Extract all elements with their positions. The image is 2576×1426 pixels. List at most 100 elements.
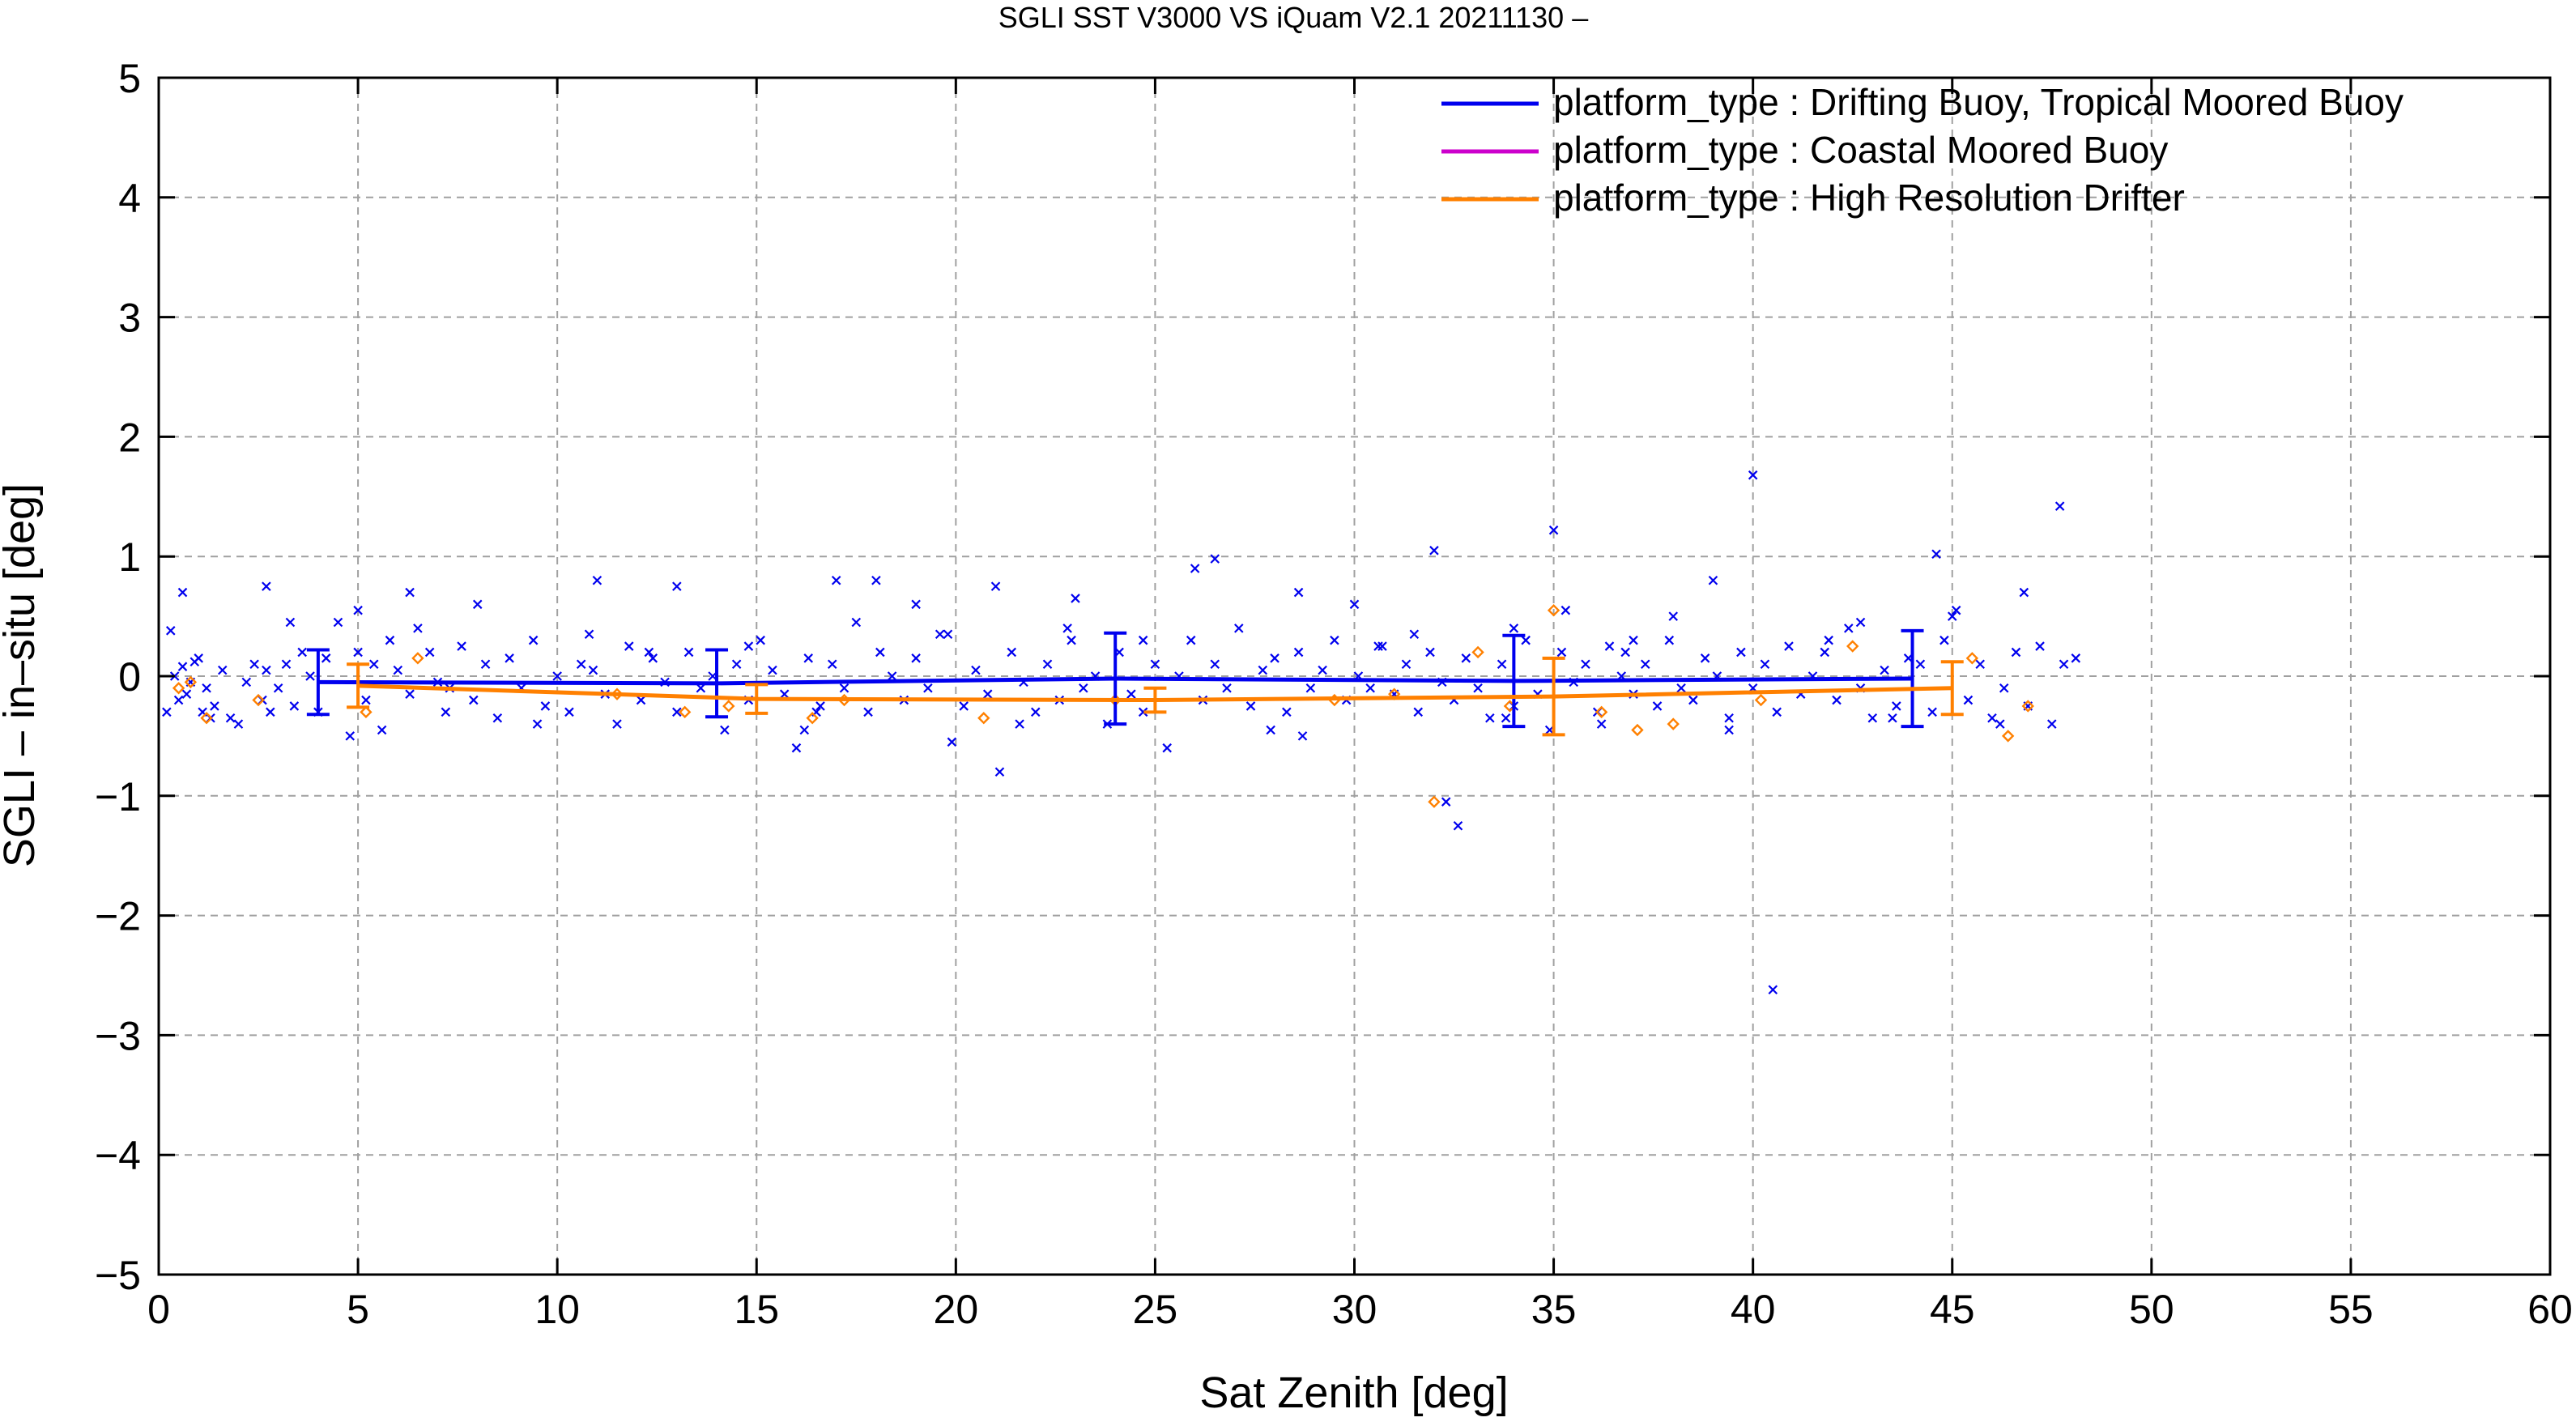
data-point xyxy=(1708,575,1718,585)
legend: platform_type : Drifting Buoy, Tropical … xyxy=(1441,81,2404,219)
data-point xyxy=(424,647,435,658)
data-point xyxy=(971,665,981,675)
data-point xyxy=(1186,635,1196,645)
data-point xyxy=(863,707,873,717)
data-point xyxy=(480,659,491,669)
data-point xyxy=(1015,719,1024,729)
data-point xyxy=(1297,731,1308,741)
data-point xyxy=(1401,659,1411,669)
data-point xyxy=(552,671,562,681)
y-tick-label: 3 xyxy=(118,296,141,341)
data-point xyxy=(1509,624,1519,633)
data-point xyxy=(1330,635,1339,645)
data-point xyxy=(1210,554,1220,564)
data-point xyxy=(1951,605,1961,615)
data-point xyxy=(1521,635,1531,645)
y-axis-label: SGLI – in–situ [deg] xyxy=(0,483,44,867)
data-point xyxy=(181,689,192,699)
x-tick-label: 0 xyxy=(147,1287,170,1332)
data-point xyxy=(1210,659,1220,669)
data-point xyxy=(472,599,483,610)
data-point xyxy=(1855,617,1866,628)
data-point xyxy=(683,647,694,658)
data-point xyxy=(1222,683,1232,693)
data-point xyxy=(1413,707,1424,717)
y-tick-label: −5 xyxy=(95,1253,141,1298)
data-point xyxy=(1824,635,1833,645)
data-point xyxy=(636,695,646,705)
data-point xyxy=(1126,689,1136,699)
data-point xyxy=(1760,659,1770,669)
data-point xyxy=(393,665,403,675)
data-point xyxy=(1620,647,1630,658)
data-point xyxy=(1150,659,1160,669)
data-point xyxy=(644,647,654,658)
data-point xyxy=(1556,647,1567,658)
data-point xyxy=(1915,659,1926,669)
data-point xyxy=(361,695,371,705)
data-point xyxy=(210,701,219,711)
data-point xyxy=(1844,624,1854,633)
x-tick-label: 45 xyxy=(1930,1287,1975,1332)
data-point xyxy=(377,725,387,735)
data-point xyxy=(2021,700,2034,713)
data-point xyxy=(1641,659,1650,669)
data-point xyxy=(672,707,682,717)
data-point xyxy=(1270,653,1279,663)
data-point xyxy=(1305,683,1316,693)
data-point xyxy=(1042,659,1053,669)
data-point xyxy=(1245,701,1256,711)
data-point xyxy=(564,707,574,717)
legend-label-drifting: platform_type : Drifting Buoy, Tropical … xyxy=(1553,81,2404,123)
data-point xyxy=(177,587,188,598)
y-tick-label: 0 xyxy=(118,654,141,700)
x-tick-label: 10 xyxy=(534,1287,580,1332)
data-point xyxy=(1629,635,1638,645)
data-point xyxy=(360,705,373,719)
data-point xyxy=(225,713,236,723)
data-point xyxy=(1067,635,1076,645)
data-point xyxy=(1880,665,1889,675)
error-bar xyxy=(745,683,769,715)
data-point xyxy=(233,719,244,729)
data-point xyxy=(1138,707,1148,717)
data-point xyxy=(1768,985,1778,995)
data-point xyxy=(1428,795,1441,808)
data-point xyxy=(2019,587,2029,598)
data-point xyxy=(2035,641,2045,651)
data-point xyxy=(505,653,514,663)
data-point xyxy=(305,671,315,681)
grid xyxy=(159,78,2550,1275)
data-point xyxy=(612,719,622,729)
data-point xyxy=(768,665,777,675)
data-point xyxy=(532,719,543,729)
data-point xyxy=(1162,743,1172,753)
error-bar xyxy=(1143,686,1167,714)
data-point xyxy=(803,653,814,663)
data-point xyxy=(1485,713,1495,723)
x-tick-label: 35 xyxy=(1531,1287,1577,1332)
y-tick-label: −1 xyxy=(95,774,141,819)
data-point xyxy=(672,581,682,591)
y-tick-label: 4 xyxy=(118,176,141,221)
data-point xyxy=(911,653,921,663)
data-point xyxy=(994,767,1005,777)
y-tick-label: −4 xyxy=(95,1133,141,1178)
y-tick-label: 5 xyxy=(118,56,141,101)
data-point xyxy=(1748,470,1758,480)
data-layer xyxy=(162,470,2081,995)
data-point xyxy=(1373,641,1383,651)
data-point xyxy=(469,695,479,705)
data-point xyxy=(177,662,188,671)
data-point xyxy=(1999,683,2009,693)
data-point xyxy=(756,635,765,645)
x-tick-label: 5 xyxy=(347,1287,369,1332)
data-point xyxy=(1471,645,1484,659)
data-point xyxy=(281,659,292,669)
data-point xyxy=(743,641,754,651)
data-point xyxy=(1963,695,1974,705)
data-point xyxy=(1501,713,1511,723)
data-point xyxy=(1071,594,1080,603)
data-point xyxy=(990,581,1001,591)
